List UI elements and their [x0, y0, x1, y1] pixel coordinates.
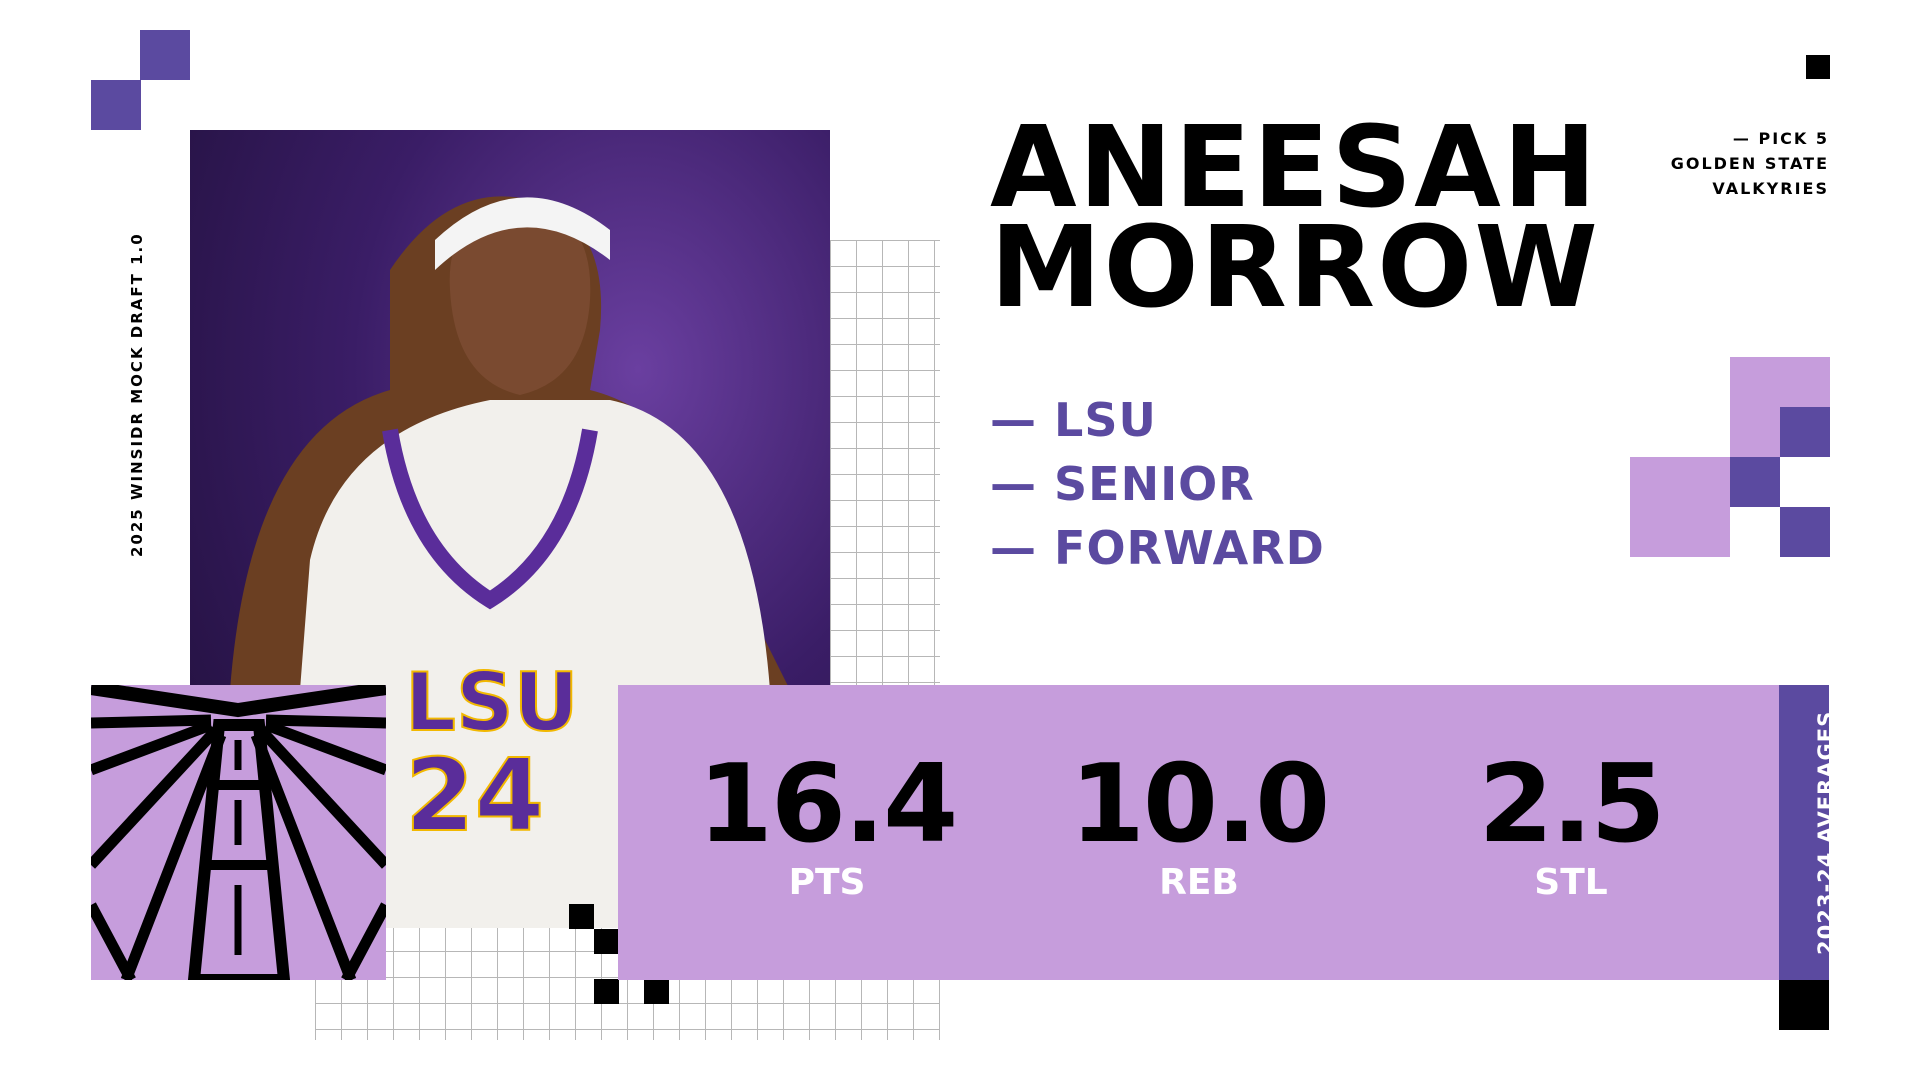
stat-value: 2.5: [1478, 742, 1665, 867]
stat-rebounds: 10.0 REB: [1019, 742, 1379, 904]
deco-square: [569, 904, 594, 929]
stat-steals: 2.5 STL: [1391, 742, 1751, 904]
deco-square: [644, 979, 669, 1004]
grid-pattern: [830, 240, 940, 690]
pick-number: — PICK 5: [1732, 129, 1829, 148]
first-name: ANEESAH: [990, 103, 1599, 233]
team-name-line1: GOLDEN STATE: [1670, 154, 1829, 173]
deco-square: [594, 979, 619, 1004]
deco-square: [1780, 507, 1830, 557]
averages-tab: 2023-24 AVERAGES: [1779, 685, 1838, 980]
stats-bar: 16.4 PTS 10.0 REB 2.5 STL: [618, 685, 1779, 980]
averages-label: 2023-24 AVERAGES: [1814, 710, 1838, 955]
stat-value: 10.0: [1069, 742, 1330, 867]
deco-square: [1780, 407, 1830, 457]
class-year: — SENIOR: [990, 457, 1255, 511]
stat-value: 16.4: [697, 742, 958, 867]
position: — FORWARD: [990, 521, 1325, 575]
school: — LSU: [990, 393, 1157, 447]
player-name: ANEESAH MORROW: [990, 103, 1600, 333]
stat-label: PTS: [788, 862, 866, 903]
deco-square: [1730, 457, 1780, 507]
stat-points: 16.4 PTS: [647, 742, 1007, 904]
player-details: — LSU — SENIOR — FORWARD: [990, 388, 1325, 580]
jersey-text: LSU: [405, 656, 579, 749]
stat-label: STL: [1534, 862, 1608, 903]
mock-draft-label: 2025 WINSIDR MOCK DRAFT 1.0: [128, 232, 146, 557]
deco-square: [1806, 55, 1830, 79]
last-name: MORROW: [990, 203, 1600, 333]
deco-square: [91, 80, 141, 130]
deco-square: [594, 929, 619, 954]
jersey-number: 24: [405, 737, 544, 854]
deco-square: [1779, 980, 1829, 1030]
draft-pick-info: — PICK 5 GOLDEN STATE VALKYRIES: [1671, 126, 1829, 201]
valkyries-logo: [91, 685, 386, 980]
stat-label: REB: [1159, 862, 1239, 903]
deco-square: [1630, 457, 1730, 557]
deco-square: [140, 30, 190, 80]
team-name-line2: VALKYRIES: [1712, 179, 1829, 198]
